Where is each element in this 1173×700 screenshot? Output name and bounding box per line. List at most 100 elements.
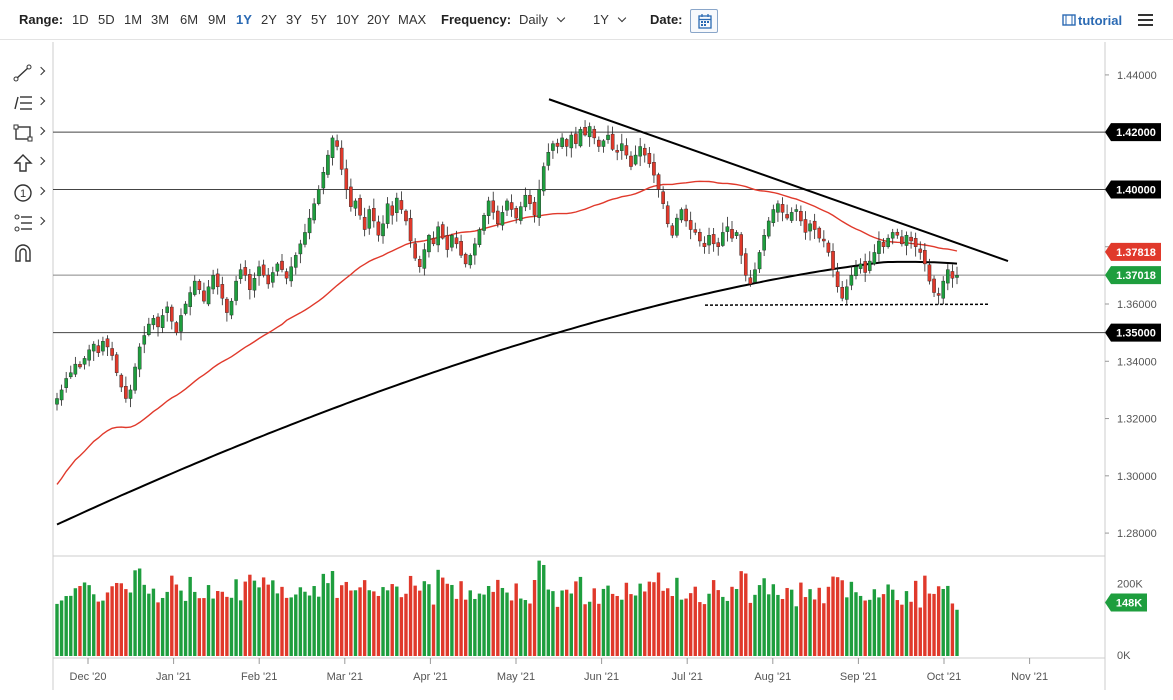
price-chart[interactable]: 1.440001.420001.400001.380001.360001.340…	[0, 40, 1173, 700]
volume-bar	[468, 590, 472, 656]
candle-body	[753, 269, 757, 283]
moving-average-50	[56, 180, 958, 485]
volume-bar	[633, 595, 638, 656]
annotation-tool[interactable]: 1	[8, 178, 50, 208]
range-10y[interactable]: 10Y	[336, 12, 360, 27]
volume-bar	[174, 584, 179, 656]
volume-bar	[780, 599, 785, 656]
volume-bar	[519, 598, 523, 656]
volume-bar	[312, 586, 316, 656]
candle-body	[514, 207, 518, 219]
candle-body	[702, 242, 707, 247]
level-label: 1.35000	[1116, 328, 1156, 340]
candle-body	[486, 200, 491, 216]
volume-bar	[955, 609, 959, 656]
volume-bar	[546, 589, 551, 656]
volume-bar	[500, 587, 505, 656]
range-1y[interactable]: 1Y	[236, 12, 252, 27]
volume-bar	[753, 594, 757, 656]
range-2y[interactable]: 2Y	[261, 12, 277, 27]
range-5d[interactable]: 5D	[98, 12, 115, 27]
volume-bar	[202, 598, 206, 656]
candle-body	[114, 354, 119, 373]
volume-bar	[932, 593, 936, 656]
candle-body	[151, 318, 156, 326]
candle-body	[574, 133, 578, 144]
range-3y[interactable]: 3Y	[286, 12, 302, 27]
fibonacci-tool[interactable]	[8, 88, 50, 118]
range-1m[interactable]: 1M	[124, 12, 143, 27]
volume-bar	[624, 582, 629, 656]
range-max[interactable]: MAX	[398, 12, 427, 27]
candle-body	[142, 335, 147, 345]
candle-body	[560, 137, 564, 148]
hamburger-menu-icon[interactable]	[1138, 14, 1153, 26]
y-tick-label: 1.30000	[1117, 471, 1157, 483]
trendline-tool[interactable]	[8, 58, 50, 88]
candle-body	[665, 205, 670, 225]
candle-body	[707, 235, 711, 246]
volume-bar	[863, 600, 867, 656]
tutorial-link[interactable]: tutorial	[1062, 13, 1122, 28]
pattern-tool[interactable]	[8, 208, 50, 238]
candle-body	[812, 220, 817, 230]
level-label: 1.40000	[1116, 184, 1156, 196]
rectangle-icon	[13, 124, 33, 142]
candle-body	[436, 226, 440, 246]
volume-bar	[835, 577, 840, 656]
volume-bar	[675, 577, 679, 656]
candle-body	[206, 286, 211, 305]
candle-body	[597, 139, 601, 147]
volume-bar	[183, 600, 188, 656]
candle-body	[721, 232, 725, 246]
candle-body	[390, 205, 395, 216]
candle-body	[592, 128, 597, 139]
volume-bar	[96, 601, 101, 656]
volume-bar	[101, 600, 105, 656]
volume-bar	[459, 581, 463, 656]
range-5y[interactable]: 5Y	[311, 12, 327, 27]
period-dropdown[interactable]: 1Y	[593, 12, 627, 27]
candle-body	[367, 209, 372, 229]
range-6m[interactable]: 6M	[180, 12, 199, 27]
level-label: 1.42000	[1116, 127, 1156, 139]
price-axis: 1.440001.420001.400001.380001.360001.340…	[1105, 70, 1161, 662]
candle-body	[266, 274, 271, 285]
volume-bar	[592, 588, 596, 656]
frequency-dropdown[interactable]: Daily	[519, 12, 566, 27]
volume-bar	[661, 590, 665, 656]
candle-body	[459, 241, 463, 256]
volume-bar	[684, 598, 688, 656]
rectangle-tool[interactable]	[8, 118, 50, 148]
volume-bar	[330, 571, 335, 656]
candle-body	[872, 252, 877, 265]
range-3m[interactable]: 3M	[151, 12, 170, 27]
x-tick-label: Dec '20	[70, 671, 107, 683]
volume-bar	[679, 599, 684, 656]
volume-bar	[73, 588, 78, 656]
volume-bar	[762, 578, 766, 656]
candle-body	[757, 252, 762, 270]
date-picker-button[interactable]	[690, 9, 718, 33]
range-20y[interactable]: 20Y	[367, 12, 391, 27]
ma-long-line	[56, 260, 958, 526]
magnet-tool[interactable]	[8, 238, 50, 268]
candle-body	[96, 345, 101, 353]
candle-body	[59, 389, 64, 401]
volume-current-label: 148K	[1116, 597, 1142, 609]
candle-body	[496, 210, 500, 225]
range-9m[interactable]: 9M	[208, 12, 227, 27]
arrow-tool[interactable]	[8, 148, 50, 178]
volume-bar	[583, 604, 587, 656]
candle-body	[326, 154, 330, 175]
magnet-icon	[15, 244, 31, 262]
range-1d[interactable]: 1D	[72, 12, 89, 27]
ma-short-line	[56, 180, 958, 485]
candle-body	[82, 358, 87, 365]
date-axis: Dec '20 Jan '21 Feb '21 Mar '21 Apr '21 May '…	[70, 658, 1048, 683]
volume-bar	[450, 584, 454, 656]
volume-bar	[78, 586, 82, 656]
tutorial-label: tutorial	[1078, 13, 1123, 28]
volume-bar	[105, 592, 110, 656]
volume-bar	[537, 560, 541, 656]
